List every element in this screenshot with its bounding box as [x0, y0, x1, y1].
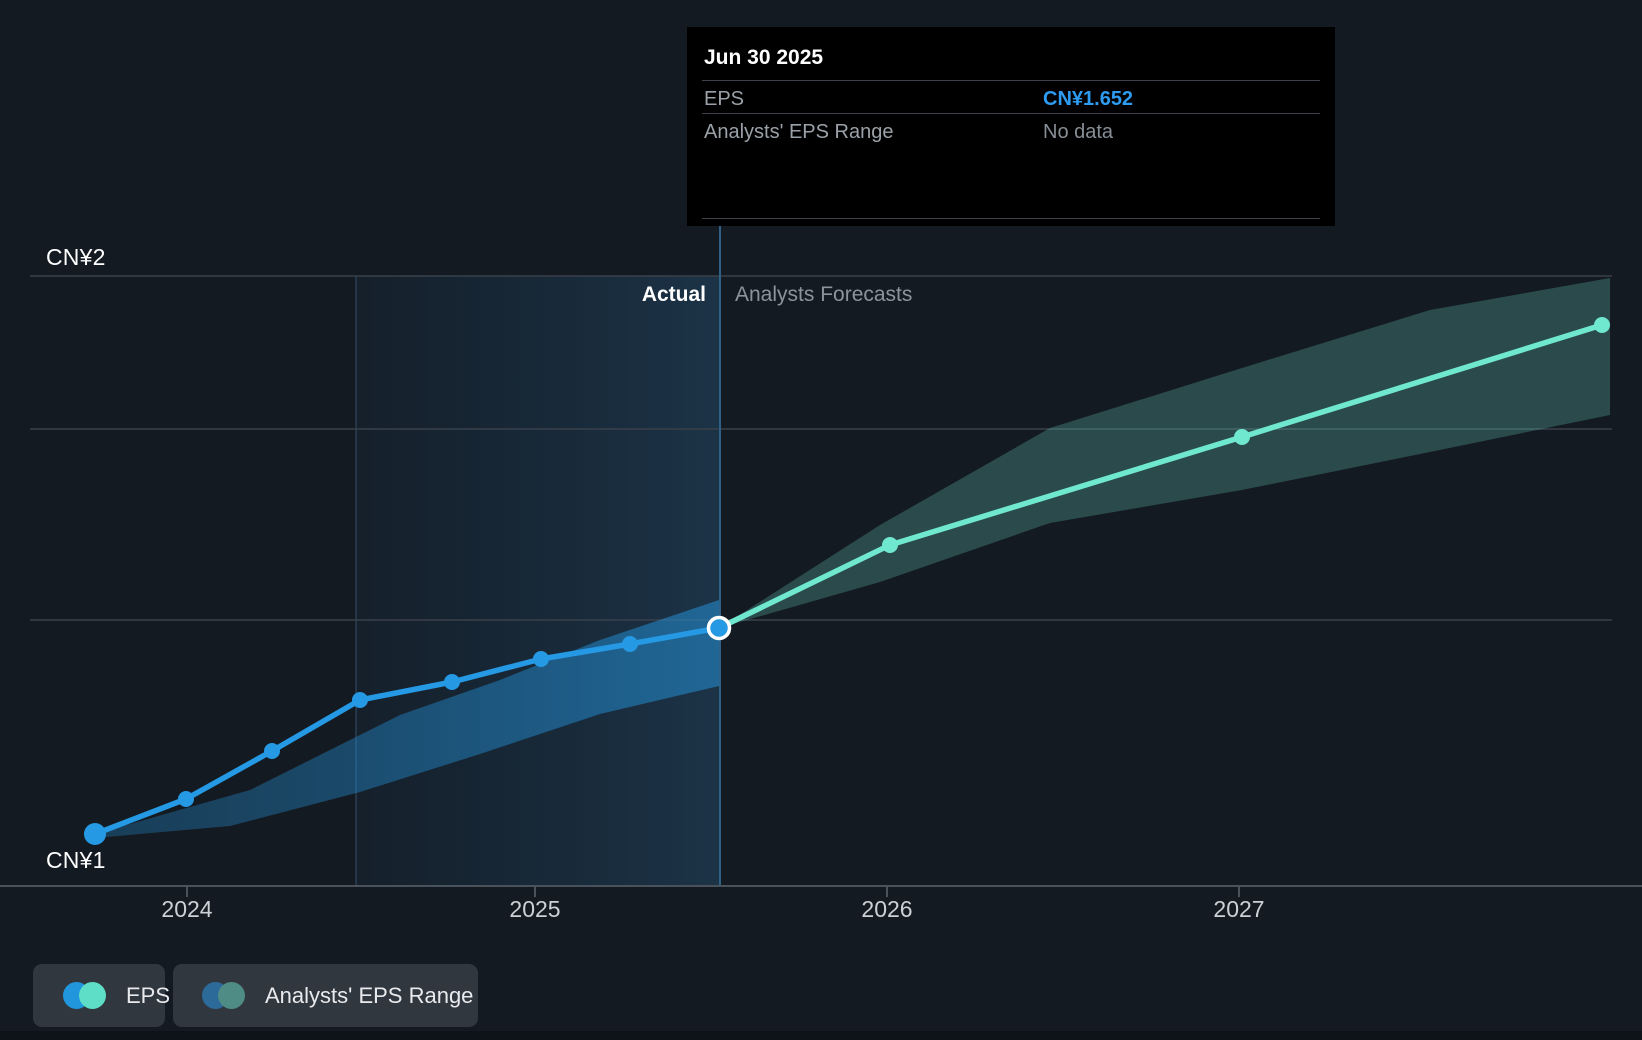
- eps-forecast-point[interactable]: [1594, 317, 1610, 333]
- eps-actual-line: [92, 625, 722, 837]
- x-tick-label-2025: 2025: [509, 896, 561, 922]
- legend-range-label: Analysts' EPS Range: [265, 982, 474, 1008]
- x-axis: [0, 885, 1642, 897]
- actual-label: Actual: [641, 283, 706, 306]
- hovered-point[interactable]: [706, 615, 732, 641]
- tooltip-eps-value: CN¥1.652: [1043, 88, 1134, 110]
- tooltip-range-label: Analysts' EPS Range: [704, 121, 894, 143]
- actual-period-highlight: [355, 276, 720, 886]
- eps-forecast-point[interactable]: [1234, 429, 1250, 445]
- eps-forecast-point[interactable]: [882, 537, 898, 553]
- tooltip-range-value: No data: [1043, 121, 1114, 143]
- legend-eps-label: EPS: [126, 982, 171, 1008]
- tooltip-date: Jun 30 2025: [704, 46, 824, 69]
- legend-chip-eps[interactable]: EPS: [33, 964, 170, 1027]
- y-axis-label-top: CN¥2: [46, 244, 106, 270]
- next-section-edge: [0, 1031, 1642, 1040]
- gridlines: [30, 275, 1612, 621]
- analysts-eps-range-band: [719, 278, 1610, 628]
- eps-actual-point[interactable]: [622, 636, 638, 652]
- analysts-forecasts-label: Analysts Forecasts: [735, 283, 913, 306]
- legend-chip-analysts-eps-range[interactable]: Analysts' EPS Range: [173, 964, 478, 1027]
- y-axis-label-bottom: CN¥1: [46, 847, 106, 873]
- eps-actual-point[interactable]: [178, 791, 194, 807]
- x-tick-label-2026: 2026: [861, 896, 913, 922]
- eps-actual-point[interactable]: [352, 692, 368, 708]
- hover-tooltip: Jun 30 2025 EPS CN¥1.652 Analysts' EPS R…: [687, 27, 1335, 226]
- eps-actual-point[interactable]: [533, 651, 549, 667]
- eps-forecast-line: [716, 322, 1605, 631]
- eps-actual-point[interactable]: [264, 743, 280, 759]
- tooltip-eps-label: EPS: [704, 88, 745, 110]
- eps-actual-point[interactable]: [84, 823, 106, 845]
- range-forecast-swatch-icon: [218, 982, 245, 1009]
- x-tick-label-2024: 2024: [161, 896, 213, 922]
- actual-eps-band: [95, 600, 719, 838]
- tooltip-divider: [702, 113, 1320, 114]
- series-points[interactable]: [84, 317, 1610, 845]
- tooltip-divider: [702, 80, 1320, 81]
- x-tick-label-2027: 2027: [1213, 896, 1265, 922]
- eps-actual-point[interactable]: [444, 674, 460, 690]
- highlight-region: [356, 276, 720, 886]
- tooltip-divider: [702, 218, 1320, 219]
- series-lines: [92, 322, 1605, 837]
- range-bands: [95, 278, 1610, 838]
- eps-forecast-swatch-icon: [79, 982, 106, 1009]
